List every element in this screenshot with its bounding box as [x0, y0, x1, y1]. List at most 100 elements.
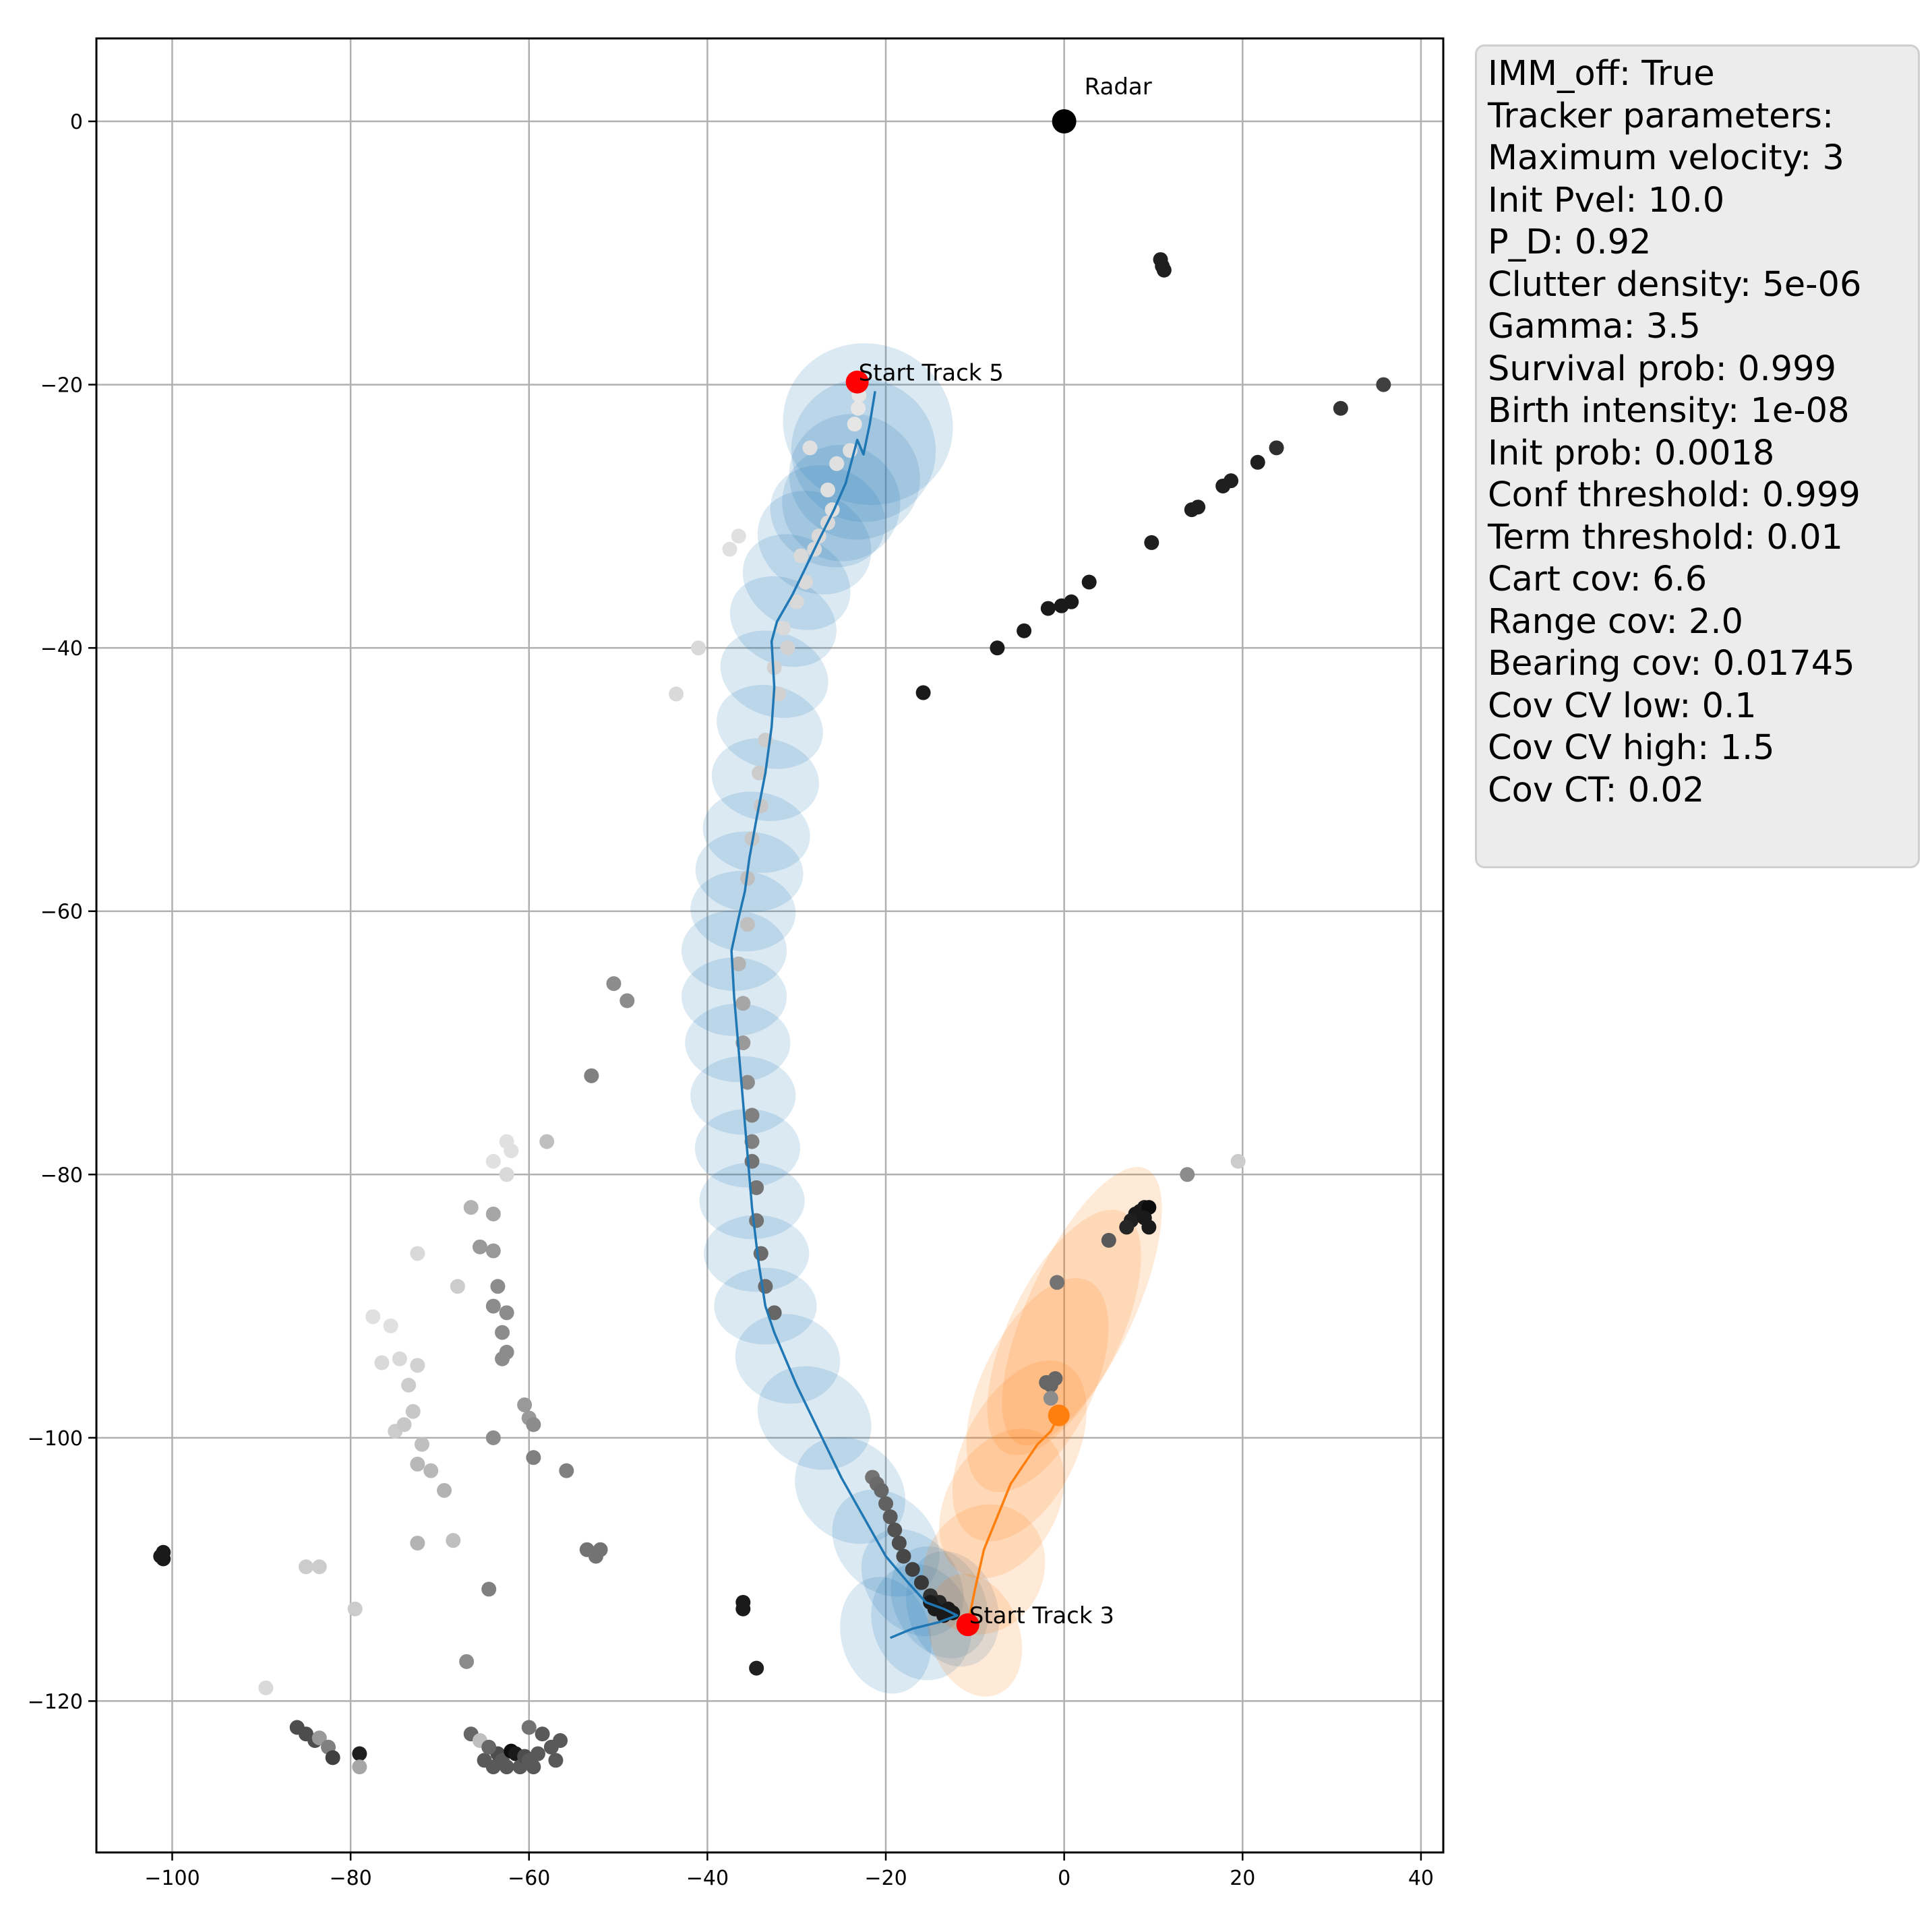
parameter-line: Cov CT: 0.02 — [1488, 770, 1705, 810]
parameter-line: Cov CV low: 0.1 — [1488, 686, 1757, 726]
detection-point — [669, 686, 684, 702]
detection-point — [526, 1450, 541, 1466]
detection-point — [311, 1730, 327, 1746]
radar-marker — [1052, 109, 1077, 134]
detection-point — [365, 1309, 381, 1325]
track-5-start-marker — [845, 370, 869, 394]
detection-point — [526, 1759, 541, 1775]
plot-area — [153, 109, 1391, 1775]
track-5-ellipse — [742, 534, 851, 630]
parameter-line: Birth intensity: 1e-08 — [1488, 391, 1850, 431]
detection-point — [820, 482, 836, 497]
detection-point — [392, 1351, 407, 1366]
detection-point — [1333, 400, 1348, 416]
plot-frame — [95, 37, 1445, 1854]
detection-point — [298, 1559, 313, 1575]
detection-point — [401, 1377, 417, 1393]
y-tick-label: −80 — [40, 1164, 83, 1187]
track-5-ellipse — [782, 445, 901, 562]
detection-point — [405, 1403, 421, 1419]
parameter-line: IMM_off: True — [1488, 54, 1715, 94]
parameter-line: Init Pvel: 10.0 — [1488, 180, 1725, 220]
detection-point — [896, 1548, 911, 1564]
detection-point — [311, 1559, 327, 1575]
detection-point — [459, 1654, 475, 1669]
detection-point — [485, 1243, 501, 1259]
detection-point — [739, 917, 755, 932]
detection-point — [410, 1246, 425, 1261]
detection-point — [731, 529, 746, 544]
detection-point — [396, 1417, 412, 1432]
x-tick-label: 20 — [1230, 1867, 1255, 1890]
track-3-line — [967, 1414, 1060, 1625]
detection-point — [347, 1601, 363, 1617]
track-3-ellipse — [966, 1278, 1109, 1492]
axis-ticks: −100 −80 −60 −40 −20 0 20 40 0 −20 −40 −60 −80 −100 −1… — [28, 111, 1434, 1890]
detection-point — [423, 1463, 439, 1478]
detection-point — [446, 1533, 461, 1548]
track-5-ellipse — [717, 684, 823, 769]
parameter-line: Tracker parameters: — [1488, 96, 1834, 136]
detection-point — [749, 1213, 764, 1228]
detection-point — [744, 1108, 760, 1123]
detection-point — [584, 1068, 599, 1083]
detection-point — [882, 1509, 898, 1525]
track-3-ellipse — [922, 1504, 1046, 1635]
y-tick-label: −40 — [40, 637, 83, 661]
detection-point — [878, 1496, 894, 1511]
track-3-ellipse — [952, 1360, 1087, 1542]
detection-point — [553, 1733, 568, 1749]
detection-point — [517, 1397, 533, 1413]
detection-point — [485, 1298, 501, 1314]
detection-point — [735, 1601, 751, 1617]
detection-point — [775, 620, 791, 636]
detection-point — [1269, 440, 1284, 456]
detection-point — [463, 1200, 479, 1215]
track-5-ellipse — [871, 1564, 972, 1681]
detection-point — [374, 1355, 390, 1370]
detection-point — [1250, 454, 1265, 470]
parameter-line: Clutter density: 5e-06 — [1488, 264, 1862, 305]
detection-point — [410, 1358, 425, 1373]
detection-point — [495, 1351, 510, 1366]
detection-point — [490, 1279, 506, 1294]
detection-point — [410, 1456, 425, 1472]
detection-point — [874, 1482, 889, 1498]
y-tick-label: −20 — [40, 374, 83, 398]
detection-point — [1081, 574, 1097, 590]
detection-point — [499, 1167, 514, 1182]
detection-point — [1043, 1391, 1058, 1406]
parameter-line: Term threshold: 0.01 — [1488, 517, 1843, 557]
detection-point — [1156, 262, 1172, 278]
detection-point — [797, 574, 813, 590]
track-3-ellipse — [1002, 1167, 1162, 1446]
detection-point — [258, 1680, 274, 1695]
detection-point — [744, 1134, 760, 1149]
y-tick-label: −120 — [28, 1690, 83, 1714]
detection-point — [731, 956, 746, 971]
track-5-ellipse — [789, 414, 920, 540]
detection-point — [495, 1325, 510, 1340]
detection-point — [1040, 601, 1056, 616]
detection-point — [383, 1318, 398, 1333]
detection-point — [850, 400, 866, 416]
detection-point — [535, 1726, 550, 1742]
x-tick-label: 0 — [1058, 1867, 1070, 1890]
detection-point — [1137, 1210, 1152, 1226]
x-tick-label: 40 — [1408, 1867, 1434, 1890]
track-5-ellipse — [795, 1437, 906, 1544]
track-5-ellipse — [702, 791, 810, 873]
track-3-current-position — [1048, 1404, 1070, 1426]
track-5-ellipse — [711, 737, 819, 821]
detection-point — [1119, 1219, 1135, 1235]
detection-point — [499, 1305, 514, 1321]
track-5-line — [730, 391, 959, 1639]
markers — [845, 109, 1077, 1637]
detection-point — [548, 1753, 564, 1768]
detection-point — [739, 1075, 755, 1090]
detection-point — [780, 640, 795, 656]
detection-point — [485, 1206, 501, 1221]
detection-point — [352, 1759, 367, 1775]
parameter-line: Range cov: 2.0 — [1488, 601, 1743, 642]
